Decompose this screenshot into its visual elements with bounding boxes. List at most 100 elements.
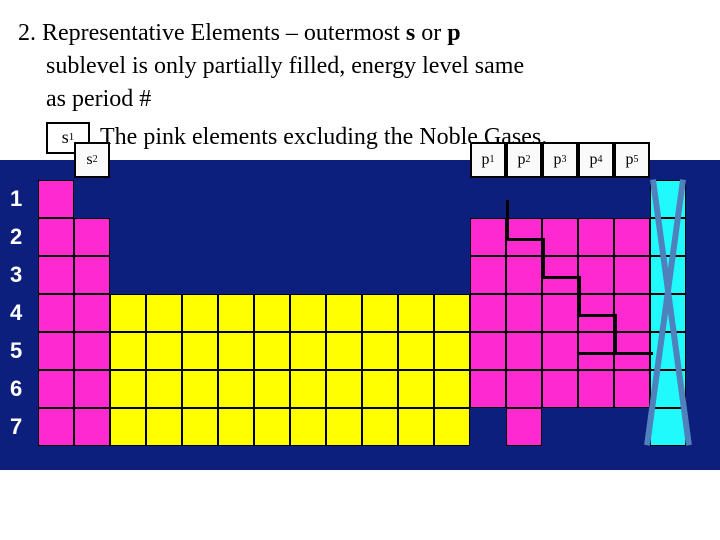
periodic-table-grid	[38, 180, 686, 446]
heading-s: s	[406, 20, 415, 46]
element-cell	[74, 370, 110, 408]
element-cell	[614, 180, 650, 218]
element-cell	[614, 332, 650, 370]
table-row	[38, 370, 686, 408]
element-cell	[38, 408, 74, 446]
element-cell	[362, 332, 398, 370]
element-cell	[614, 294, 650, 332]
element-cell	[218, 256, 254, 294]
element-cell	[290, 408, 326, 446]
element-cell	[254, 218, 290, 256]
element-cell	[362, 218, 398, 256]
element-cell	[542, 294, 578, 332]
element-cell	[434, 218, 470, 256]
element-cell	[110, 370, 146, 408]
element-cell	[110, 256, 146, 294]
element-cell	[110, 180, 146, 218]
element-cell	[182, 370, 218, 408]
step-segment	[542, 238, 545, 276]
table-row	[38, 332, 686, 370]
element-cell	[326, 332, 362, 370]
element-cell	[218, 332, 254, 370]
element-cell	[362, 370, 398, 408]
element-cell	[542, 370, 578, 408]
p3-header-box: p3	[542, 142, 578, 178]
element-cell	[578, 180, 614, 218]
element-cell	[578, 332, 614, 370]
element-cell	[506, 332, 542, 370]
element-cell	[326, 294, 362, 332]
element-cell	[542, 256, 578, 294]
element-cell	[326, 180, 362, 218]
p5-header-box: p5	[614, 142, 650, 178]
element-cell	[398, 256, 434, 294]
element-cell	[434, 294, 470, 332]
element-cell	[74, 256, 110, 294]
step-segment	[614, 314, 617, 352]
element-cell	[110, 294, 146, 332]
element-cell	[398, 332, 434, 370]
heading-block: 2. Representative Elements – outermost s…	[0, 0, 720, 158]
element-cell	[614, 256, 650, 294]
element-cell	[254, 370, 290, 408]
element-cell	[470, 370, 506, 408]
element-cell	[362, 294, 398, 332]
element-cell	[146, 294, 182, 332]
element-cell	[74, 180, 110, 218]
element-cell	[146, 218, 182, 256]
element-cell	[182, 180, 218, 218]
table-row	[38, 294, 686, 332]
element-cell	[398, 180, 434, 218]
element-cell	[506, 180, 542, 218]
element-cell	[38, 218, 74, 256]
period-number: 7	[10, 408, 32, 446]
element-cell	[470, 180, 506, 218]
element-cell	[506, 408, 542, 446]
element-cell	[470, 408, 506, 446]
element-cell	[326, 408, 362, 446]
element-cell	[470, 256, 506, 294]
element-cell	[254, 332, 290, 370]
element-cell	[146, 408, 182, 446]
element-cell	[542, 408, 578, 446]
element-cell	[290, 218, 326, 256]
element-cell	[434, 332, 470, 370]
column-header-row: s2p1p2p3p4p5	[38, 142, 686, 180]
period-number: 6	[10, 370, 32, 408]
element-cell	[434, 370, 470, 408]
element-cell	[182, 256, 218, 294]
element-cell	[218, 370, 254, 408]
element-cell	[290, 332, 326, 370]
element-cell	[434, 180, 470, 218]
period-number: 5	[10, 332, 32, 370]
heading-line-2: sublevel is only partially filled, energ…	[46, 51, 702, 82]
element-cell	[182, 408, 218, 446]
element-cell	[398, 218, 434, 256]
heading-line1-mid: or	[415, 20, 447, 46]
element-cell	[38, 332, 74, 370]
period-number: 1	[10, 180, 32, 218]
element-cell	[434, 256, 470, 294]
element-cell	[110, 218, 146, 256]
element-cell	[578, 218, 614, 256]
element-cell	[578, 294, 614, 332]
element-cell	[74, 408, 110, 446]
element-cell	[110, 332, 146, 370]
element-cell	[182, 218, 218, 256]
element-cell	[326, 370, 362, 408]
element-cell	[110, 408, 146, 446]
element-cell	[362, 180, 398, 218]
element-cell	[506, 294, 542, 332]
element-cell	[614, 218, 650, 256]
element-cell	[254, 408, 290, 446]
element-cell	[182, 294, 218, 332]
element-cell	[218, 180, 254, 218]
s2-header-box: s2	[74, 142, 110, 178]
element-cell	[542, 332, 578, 370]
step-segment	[542, 276, 581, 279]
crossout-stroke	[650, 179, 692, 446]
heading-line1-prefix: 2. Representative Elements – outermost	[18, 20, 406, 46]
element-cell	[506, 370, 542, 408]
table-row	[38, 180, 686, 218]
element-cell	[506, 256, 542, 294]
